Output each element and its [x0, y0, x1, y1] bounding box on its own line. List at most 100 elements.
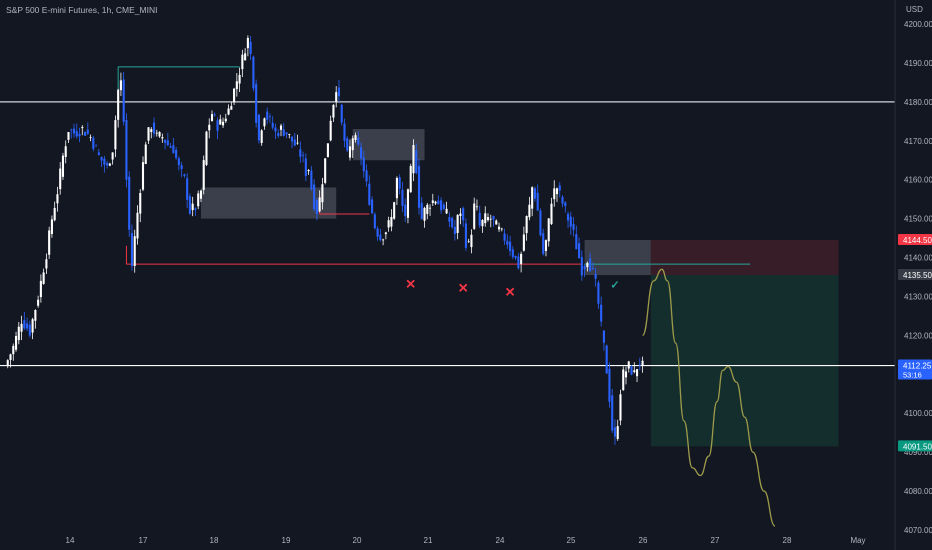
candle-up — [393, 201, 396, 220]
candle-body — [313, 184, 316, 210]
candle-up — [522, 226, 525, 252]
candle-body — [600, 304, 603, 322]
candle-up — [470, 229, 473, 254]
candle-body — [172, 145, 175, 154]
price-badge: 4144.50 — [898, 234, 932, 246]
candle-body — [409, 165, 412, 193]
candle-body — [428, 207, 432, 209]
x-marker-2: ✕ — [458, 281, 469, 296]
candle-body — [100, 156, 103, 161]
candle-down — [594, 267, 597, 287]
candle-body — [164, 139, 167, 143]
candle-body — [434, 201, 437, 204]
candle-body — [326, 143, 329, 158]
candle-up — [260, 129, 263, 146]
candle-body — [406, 189, 410, 218]
candle-up — [150, 127, 153, 139]
candle-body — [249, 41, 252, 54]
candle-body — [122, 79, 125, 122]
candle-body — [233, 88, 236, 103]
candle-body — [522, 234, 525, 251]
candle-down — [420, 197, 423, 220]
candle-up — [42, 268, 45, 285]
y-tick-label: 4090.00 — [904, 448, 932, 457]
candle-down — [611, 388, 614, 433]
candle-body — [315, 200, 318, 215]
candle-body — [445, 208, 448, 214]
candle-up — [641, 356, 644, 373]
candle-up — [324, 158, 327, 185]
candle-up — [202, 155, 205, 195]
candle-body — [244, 53, 247, 61]
candle-up — [633, 362, 636, 374]
candle-up — [390, 209, 393, 232]
candle-up — [81, 125, 84, 136]
candle-body — [420, 202, 423, 219]
candle-down — [509, 235, 512, 256]
chart-title: S&P 500 E-mini Futures, 1h, CME_MINI — [6, 5, 158, 15]
candle-down — [583, 264, 586, 277]
candle-up — [351, 135, 354, 159]
candle-up — [520, 251, 523, 273]
candle-down — [514, 255, 517, 260]
candle-body — [506, 240, 509, 245]
candle-up — [45, 253, 48, 275]
candle-body — [500, 228, 503, 230]
candle-up — [497, 222, 501, 232]
candle-body — [547, 218, 550, 242]
candle-up — [9, 353, 12, 368]
candle-down — [597, 280, 600, 309]
candle-up — [230, 102, 233, 110]
candle-body — [246, 37, 249, 49]
candle-body — [464, 223, 467, 248]
candle-down — [359, 142, 363, 166]
candle-body — [481, 219, 484, 227]
candles — [6, 35, 644, 445]
y-tick-label: 4070.00 — [904, 526, 932, 535]
candle-body — [555, 188, 559, 195]
candle-down — [285, 132, 288, 139]
candle-up — [459, 208, 462, 225]
candle-body — [61, 155, 65, 177]
candle-down — [128, 171, 131, 237]
candle-up — [233, 87, 236, 106]
candle-body — [17, 326, 20, 341]
candle-up — [495, 219, 498, 225]
candle-body — [412, 144, 415, 174]
projection — [641, 268, 776, 527]
candle-body — [542, 233, 545, 254]
candle-up — [34, 309, 37, 329]
candle-down — [86, 122, 89, 136]
candle-down — [566, 211, 570, 228]
candle-body — [442, 204, 445, 209]
candle-body — [531, 187, 534, 209]
candle-up — [553, 180, 556, 207]
candle-body — [371, 199, 374, 214]
candle-body — [208, 124, 211, 131]
candle-body — [263, 118, 266, 127]
candle-body — [125, 120, 128, 180]
candle-body — [451, 217, 454, 228]
candle-body — [329, 120, 332, 141]
candle-body — [558, 185, 561, 191]
candle-up — [108, 162, 111, 167]
candle-up — [244, 48, 247, 61]
candle-body — [183, 174, 186, 176]
x-tick-label: 28 — [783, 536, 792, 545]
candle-up — [528, 196, 531, 221]
candle-down — [404, 198, 407, 223]
candle-body — [426, 204, 429, 214]
candle-body — [544, 240, 548, 251]
candle-body — [42, 272, 45, 284]
candle-body — [155, 132, 158, 134]
candle-up — [431, 193, 434, 206]
candle-body — [591, 268, 594, 269]
candle-body — [448, 217, 451, 222]
candle-down — [95, 144, 98, 147]
candle-down — [417, 158, 421, 215]
candle-body — [462, 208, 465, 221]
candle-body — [398, 177, 401, 189]
candle-body — [503, 233, 506, 241]
candle-down — [172, 137, 175, 154]
